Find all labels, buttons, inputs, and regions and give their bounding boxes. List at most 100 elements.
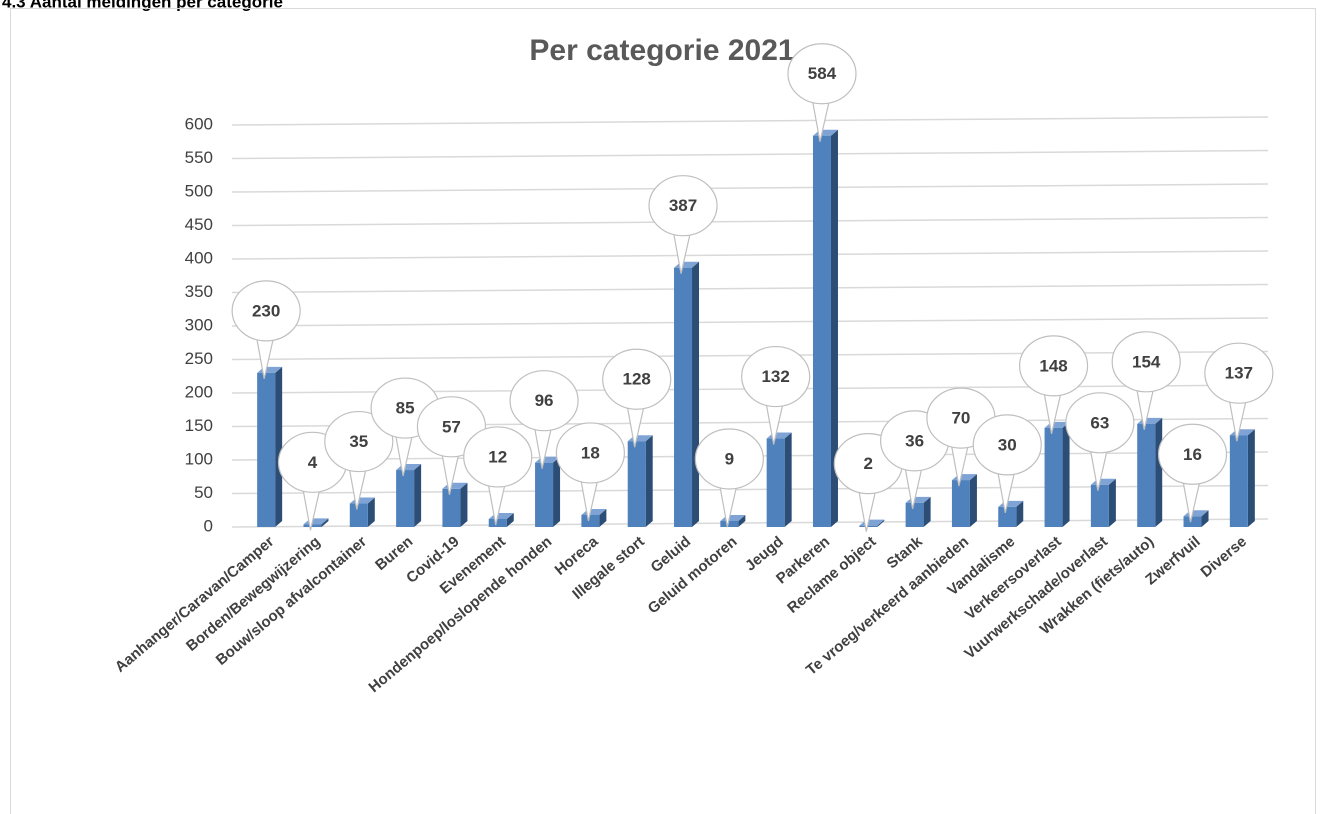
- bar: [257, 372, 276, 527]
- bar-side: [1016, 500, 1024, 527]
- grid-line: [231, 216, 1269, 227]
- bar-side: [969, 474, 977, 527]
- callout-joint: [998, 464, 1015, 473]
- callout-joint: [905, 460, 922, 469]
- data-label: 128: [623, 370, 651, 389]
- data-label: 2: [864, 454, 873, 473]
- data-label: 57: [442, 417, 461, 436]
- callout-joint: [1044, 385, 1061, 394]
- data-label: 584: [808, 64, 837, 83]
- y-tick-label: 350: [185, 282, 213, 301]
- bar: [349, 503, 368, 527]
- data-label: 9: [725, 449, 734, 468]
- bar-side: [738, 514, 746, 527]
- y-tick-label: 300: [185, 315, 213, 334]
- bar: [581, 514, 600, 527]
- callout-joint: [581, 472, 598, 481]
- data-label: 12: [488, 447, 507, 466]
- grid-line: [231, 149, 1269, 160]
- chart-title: Per categorie 2021: [529, 34, 794, 67]
- y-tick-label: 600: [185, 114, 213, 133]
- bar-side: [599, 508, 607, 527]
- bar: [535, 462, 554, 527]
- x-tick-label: Stank: [884, 533, 927, 573]
- callout-joint: [1229, 393, 1246, 402]
- bar: [1183, 516, 1202, 527]
- y-tick-label: 550: [185, 148, 213, 167]
- bar-side: [877, 519, 885, 527]
- bar-side: [1155, 417, 1163, 527]
- y-tick-label: 100: [185, 449, 213, 468]
- data-label: 230: [252, 301, 280, 320]
- callout-joint: [951, 438, 968, 447]
- bar: [905, 502, 924, 527]
- grid-line: [231, 317, 1269, 327]
- bar: [1090, 484, 1109, 527]
- data-label: 16: [1183, 445, 1202, 464]
- callout-joint: [859, 483, 876, 492]
- bar-side: [1108, 478, 1116, 527]
- callout-joint: [812, 93, 829, 102]
- section-heading: 4.3 Aantal meldingen per categorie: [2, 0, 283, 11]
- y-tick-label: 200: [185, 382, 213, 401]
- callout-joint: [1090, 442, 1107, 451]
- grid-line: [231, 283, 1269, 294]
- bar: [396, 470, 415, 527]
- bar: [442, 488, 461, 527]
- x-tick-label: Diverse: [1198, 533, 1250, 581]
- bar-side: [275, 366, 283, 527]
- bar-side: [553, 456, 561, 527]
- bar: [998, 506, 1017, 527]
- data-label: 96: [535, 391, 554, 410]
- callout-bubble: [602, 348, 672, 410]
- data-label: 18: [581, 443, 600, 462]
- bar-top: [859, 519, 885, 526]
- y-tick-label: 50: [194, 483, 213, 502]
- bar: [1044, 427, 1063, 527]
- bar-side: [321, 518, 329, 527]
- bar-side: [1247, 429, 1255, 527]
- bar-side: [367, 497, 375, 527]
- callout-bubble: [694, 428, 764, 490]
- bar-side: [1201, 510, 1209, 527]
- callout-bubble: [741, 345, 811, 408]
- bar: [627, 441, 646, 527]
- data-label: 30: [998, 435, 1017, 454]
- callout-joint: [349, 461, 366, 470]
- bar: [951, 480, 970, 527]
- grid-line: [231, 250, 1269, 260]
- bar-side: [784, 432, 792, 527]
- bar-side: [414, 464, 422, 527]
- bar: [812, 135, 831, 527]
- data-label: 148: [1039, 356, 1067, 375]
- y-tick-label: 0: [204, 516, 213, 535]
- y-tick-label: 150: [185, 416, 213, 435]
- grid-line: [231, 183, 1269, 193]
- callout-bubble: [1111, 331, 1181, 393]
- data-label: 85: [396, 399, 415, 418]
- callout-joint: [1137, 381, 1154, 390]
- callout-joint: [488, 476, 505, 485]
- callout-joint: [720, 478, 737, 487]
- chart-frame: [10, 8, 1316, 814]
- callout-bubble: [1204, 342, 1274, 404]
- bar: [1229, 435, 1248, 527]
- data-label: 154: [1132, 352, 1161, 371]
- y-tick-label: 450: [185, 215, 213, 234]
- bar: [1137, 423, 1156, 527]
- callout-joint: [1183, 474, 1200, 483]
- callout-bubble: [787, 43, 857, 105]
- callout-joint: [396, 428, 413, 437]
- bar: [488, 518, 507, 527]
- callout-bubble: [231, 280, 301, 342]
- callout-bubble: [555, 422, 625, 484]
- bar: [766, 438, 785, 527]
- data-label: 36: [905, 431, 924, 450]
- callout-bubble: [324, 410, 394, 473]
- callout-joint: [535, 420, 552, 429]
- grid-line: [231, 116, 1269, 126]
- callout-joint: [674, 225, 691, 234]
- bar-side: [692, 261, 700, 527]
- data-label: 132: [761, 367, 789, 386]
